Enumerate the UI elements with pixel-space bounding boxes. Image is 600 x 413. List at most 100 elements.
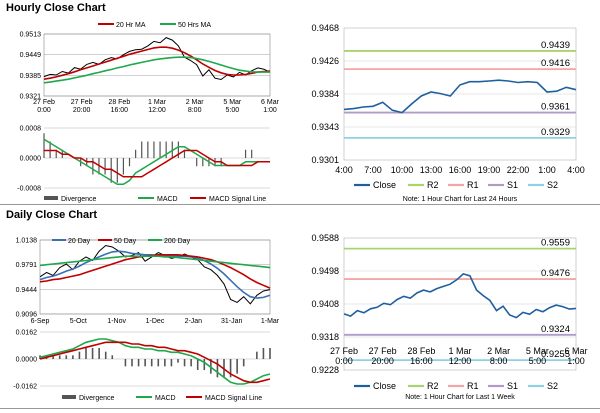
hourly-24h-xlabel: 10:00 bbox=[391, 165, 414, 175]
hourly-price-xlabel: 12:00 bbox=[148, 107, 166, 114]
hourly-price-xlabel: 5:00 bbox=[226, 107, 240, 114]
hourly-price-xlabel: 6 Mar bbox=[261, 99, 280, 106]
hourly-price-xlabel: 2 Mar bbox=[186, 99, 205, 106]
hourly-macd-signal-line bbox=[44, 149, 270, 178]
daily-macd-ytick: -0.0162 bbox=[13, 384, 37, 391]
hourly-24h-xlabel: 13:00 bbox=[420, 165, 443, 175]
daily-price-frame bbox=[39, 239, 271, 315]
hourly-price-series-50-hrs-ma bbox=[43, 56, 270, 84]
daily-1w-xlabel: 5 Mar bbox=[526, 346, 549, 356]
daily-price-xlabel: 6-Sep bbox=[31, 318, 50, 325]
daily-macd-ytick: 0.0000 bbox=[16, 357, 38, 364]
daily-price-xlabel: 2-Jan bbox=[185, 318, 203, 325]
hourly-24h-xlabel: 16:00 bbox=[449, 165, 472, 175]
daily-1w-level-r1-label: 0.9476 bbox=[541, 268, 570, 279]
daily-macd-line bbox=[39, 338, 271, 385]
daily-price-series-20-day bbox=[39, 250, 271, 299]
hourly-24h-level-s2-label: 0.9329 bbox=[541, 127, 570, 138]
daily-1w-xlabel: 12:00 bbox=[449, 356, 472, 366]
hourly-price-xlabel: 5 Mar bbox=[223, 99, 242, 106]
daily-1w-xlabel: 6 Mar bbox=[564, 346, 587, 356]
hourly-price-series-20-hr-ma bbox=[43, 46, 271, 80]
hourly-price-xlabel: 1 Mar bbox=[148, 99, 167, 106]
daily-1w-legend-r2: R2 bbox=[427, 381, 439, 391]
daily-1w-ytick: 0.9588 bbox=[311, 233, 339, 243]
hourly-price-xlabel: 27 Feb bbox=[33, 99, 55, 106]
daily-1w-legend-s1: S1 bbox=[507, 381, 518, 391]
daily-1w-xlabel: 27 Feb bbox=[369, 346, 397, 356]
daily-1w-xlabel: 27 Feb bbox=[330, 346, 358, 356]
hourly-price-ytick: 0.9321 bbox=[20, 94, 42, 101]
bottom-divider bbox=[0, 408, 600, 409]
section-divider bbox=[0, 204, 600, 205]
hourly-24h-ytick: 0.9301 bbox=[311, 155, 339, 165]
daily-price-series-200-day bbox=[39, 255, 271, 269]
hourly-macd-legend-divergence-swatch bbox=[44, 196, 58, 200]
hourly-24h-ytick: 0.9426 bbox=[311, 56, 339, 66]
daily-1w-xlabel: 5:00 bbox=[529, 356, 547, 366]
hourly-macd-ytick: 0.0000 bbox=[20, 156, 42, 163]
daily-macd-signal-line bbox=[39, 341, 271, 384]
daily-price-xlabel: 1-Mar bbox=[261, 318, 280, 325]
hourly-price-xlabel: 0:00 bbox=[37, 107, 51, 114]
hourly-legend-20hr-label: 20 Hr MA bbox=[116, 22, 146, 29]
daily-price-ytick: 0.9444 bbox=[16, 287, 38, 294]
hourly-price-xlabel: 27 Feb bbox=[71, 99, 93, 106]
daily-1w-legend-s2: S2 bbox=[547, 381, 558, 391]
daily-1w-xlabel: 28 Feb bbox=[407, 346, 435, 356]
hourly-24h-note: Note: 1 Hour Chart for Last 24 Hours bbox=[403, 196, 518, 203]
daily-section-title: Daily Close Chart bbox=[6, 209, 98, 221]
hourly-24h-level-r2-label: 0.9439 bbox=[541, 40, 570, 51]
daily-macd-legend-signal: MACD Signal Line bbox=[205, 395, 262, 402]
daily-price-xlabel: 5-Oct bbox=[70, 318, 87, 325]
daily-price-ytick: 0.9791 bbox=[16, 262, 38, 269]
hourly-24h-xlabel: 4:00 bbox=[567, 165, 585, 175]
daily-1w-ytick: 0.9408 bbox=[311, 299, 339, 309]
hourly-24h-xlabel: 7:00 bbox=[364, 165, 382, 175]
hourly-24h-xlabel: 22:00 bbox=[507, 165, 530, 175]
hourly-24h-close-line bbox=[343, 79, 577, 114]
daily-1w-xlabel: 1:00 bbox=[567, 356, 585, 366]
daily-legend-50-day-label: 50 Day bbox=[114, 238, 137, 245]
daily-price-series-close bbox=[39, 244, 271, 305]
daily-1w-ytick: 0.9318 bbox=[311, 332, 339, 342]
daily-price-ytick: 0.9096 bbox=[16, 312, 38, 319]
hourly-macd-ytick: 0.0008 bbox=[20, 126, 42, 133]
hourly-legend-50hr-label: 50 Hrs MA bbox=[178, 22, 211, 29]
daily-1w-legend-close: Close bbox=[373, 381, 396, 391]
daily-legend-20-day-label: 20 Day bbox=[68, 238, 91, 245]
daily-macd-legend-divergence-swatch bbox=[62, 395, 76, 399]
hourly-price-xlabel: 28 Feb bbox=[108, 99, 130, 106]
hourly-24h-legend-close: Close bbox=[373, 180, 396, 190]
hourly-macd-line bbox=[43, 138, 270, 186]
daily-price-xlabel: 1-Dec bbox=[146, 318, 165, 325]
daily-price-series-50-day bbox=[39, 254, 271, 289]
hourly-macd-ytick: -0.0008 bbox=[17, 186, 41, 193]
hourly-24h-ytick: 0.9468 bbox=[311, 23, 339, 33]
hourly-price-ytick: 0.9449 bbox=[20, 52, 42, 59]
hourly-24h-legend-r2: R2 bbox=[427, 180, 439, 190]
hourly-24h-ytick: 0.9384 bbox=[311, 89, 339, 99]
daily-1w-level-r2-label: 0.9559 bbox=[541, 238, 570, 249]
hourly-24h-xlabel: 19:00 bbox=[478, 165, 501, 175]
daily-legend-200-day-label: 200 Day bbox=[164, 238, 191, 245]
hourly-price-frame bbox=[43, 33, 271, 97]
hourly-price-ytick: 0.9385 bbox=[20, 73, 42, 80]
daily-price-xlabel: 31-Jan bbox=[221, 318, 243, 325]
daily-1w-ytick: 0.9498 bbox=[311, 266, 339, 276]
hourly-24h-legend-s2: S2 bbox=[547, 180, 558, 190]
hourly-price-xlabel: 8:00 bbox=[188, 107, 202, 114]
daily-1w-xlabel: 1 Mar bbox=[448, 346, 471, 356]
hourly-price-xlabel: 1:00 bbox=[263, 107, 277, 114]
daily-1w-close-line bbox=[343, 273, 577, 319]
daily-price-ytick: 1.0138 bbox=[16, 238, 38, 245]
daily-1w-level-s1-label: 0.9324 bbox=[541, 324, 570, 335]
hourly-24h-legend-r1: R1 bbox=[467, 180, 479, 190]
daily-1w-level-s2-label: 0.9255 bbox=[541, 349, 570, 360]
hourly-macd-legend-signal: MACD Signal Line bbox=[209, 196, 266, 203]
daily-1w-xlabel: 0:00 bbox=[335, 356, 353, 366]
hourly-price-ytick: 0.9513 bbox=[20, 32, 42, 39]
hourly-24h-level-r1-label: 0.9416 bbox=[541, 58, 570, 69]
hourly-macd-legend-divergence: Divergence bbox=[61, 196, 97, 203]
